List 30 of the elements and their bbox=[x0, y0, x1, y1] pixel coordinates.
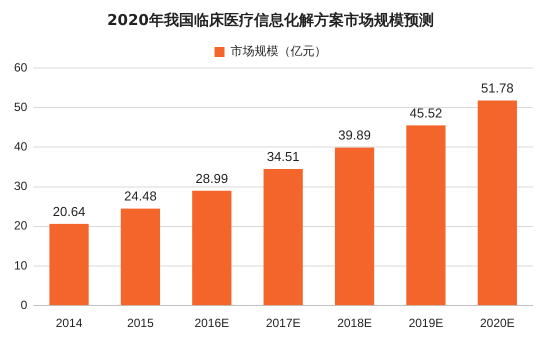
bar bbox=[478, 100, 517, 306]
data-label: 51.78 bbox=[481, 80, 514, 96]
y-tick-label: 60 bbox=[14, 60, 28, 74]
data-label: 28.99 bbox=[196, 170, 228, 186]
chart-title: 2020年我国临床医疗信息化解方案市场规模预测 bbox=[107, 10, 434, 29]
legend-label: 市场规模（亿元） bbox=[230, 44, 326, 58]
x-tick-label: 2015 bbox=[127, 316, 154, 330]
y-tick-label: 50 bbox=[14, 100, 28, 114]
x-tick-label: 2017E bbox=[266, 316, 301, 330]
bar bbox=[406, 125, 446, 306]
bar bbox=[120, 208, 160, 306]
bar bbox=[264, 168, 303, 306]
data-label: 34.51 bbox=[266, 149, 300, 164]
y-tick-label: 40 bbox=[14, 140, 28, 154]
data-label: 20.64 bbox=[52, 204, 86, 219]
data-label: 24.48 bbox=[124, 188, 157, 204]
y-tick-label: 0 bbox=[20, 298, 28, 312]
x-tick-label: 2014 bbox=[56, 316, 83, 330]
y-tick-label: 10 bbox=[14, 258, 28, 272]
x-tick-label: 2016E bbox=[194, 316, 230, 330]
x-tick-label: 2019E bbox=[408, 316, 444, 330]
x-tick-label: 2020E bbox=[480, 316, 515, 330]
bar bbox=[49, 224, 89, 306]
data-label: 45.52 bbox=[410, 105, 442, 120]
y-tick-label: 20 bbox=[14, 218, 28, 233]
data-label: 39.89 bbox=[338, 128, 371, 143]
bar bbox=[334, 148, 374, 306]
bar bbox=[192, 190, 232, 306]
y-tick-label: 30 bbox=[14, 179, 28, 194]
x-tick-label: 2018E bbox=[337, 316, 372, 330]
